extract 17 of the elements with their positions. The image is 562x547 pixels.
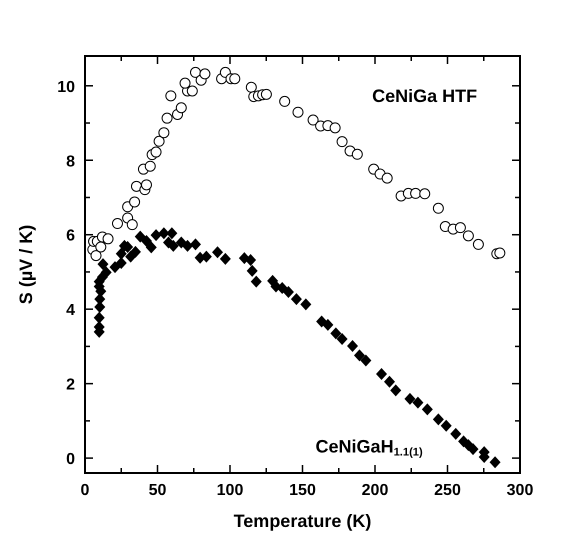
y-tick-label: 4 — [66, 302, 76, 320]
x-tick-label: 150 — [289, 482, 316, 499]
y-tick-label: 8 — [66, 153, 76, 170]
legend-label: CeNiGa HTF — [372, 86, 478, 106]
x-tick-label: 200 — [362, 482, 388, 499]
series-label: CeNiGaH$_{1.1(1)}$ — [316, 436, 424, 459]
y-tick-label: 2 — [66, 376, 76, 394]
y-axis-title: S (µV / K) — [16, 224, 36, 304]
x-tick-label: 250 — [434, 482, 461, 499]
x-tick-label: 100 — [216, 482, 244, 499]
x-tick-label: 0 — [80, 482, 90, 499]
y-tick-label: 0 — [66, 451, 76, 468]
y-tick-label: 10 — [57, 78, 76, 96]
x-tick-label: 300 — [506, 482, 534, 499]
x-axis-title: Temperature (K) — [234, 511, 372, 531]
x-tick-label: 50 — [148, 482, 166, 499]
y-tick-label: 6 — [66, 228, 76, 245]
